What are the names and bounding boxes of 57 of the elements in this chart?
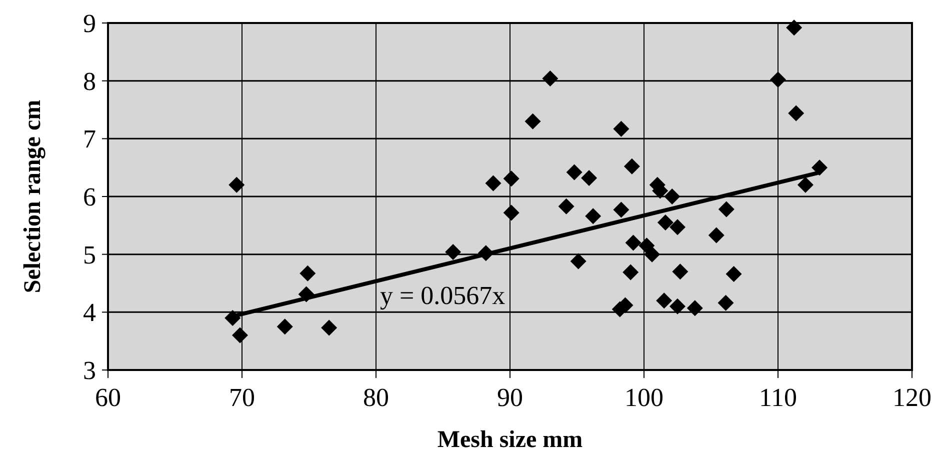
point	[622, 264, 639, 280]
point	[797, 176, 814, 193]
point	[670, 219, 686, 236]
point	[558, 198, 574, 214]
x-tick-label: 60	[95, 383, 121, 412]
point	[232, 327, 248, 344]
y-tick-label: 3	[83, 356, 96, 385]
point	[524, 113, 541, 130]
point	[300, 265, 316, 282]
point	[708, 227, 724, 244]
point	[321, 320, 338, 336]
y-tick-label: 4	[83, 298, 96, 328]
point	[228, 176, 245, 193]
y-axis-title: Selection range cm	[20, 100, 46, 294]
point	[566, 164, 582, 180]
point	[672, 264, 688, 280]
point	[613, 120, 630, 137]
point	[276, 318, 293, 335]
x-tick-label: 90	[497, 383, 523, 412]
point	[718, 201, 734, 218]
point	[638, 238, 655, 254]
point	[726, 266, 742, 282]
point	[670, 298, 686, 314]
point	[656, 292, 672, 309]
point	[625, 234, 642, 251]
x-tick-label: 80	[363, 383, 389, 412]
point	[224, 310, 241, 326]
point	[503, 170, 520, 187]
x-tick-label: 100	[624, 383, 664, 412]
point	[657, 214, 674, 231]
point	[786, 20, 802, 36]
point	[581, 170, 598, 186]
x-tick-label: 110	[758, 383, 798, 412]
point	[788, 105, 804, 122]
y-tick-label: 7	[83, 124, 96, 154]
x-tick-label: 70	[229, 383, 255, 412]
point	[503, 204, 520, 221]
annotation: y = 0.0567x	[380, 280, 506, 310]
point	[624, 158, 640, 174]
point	[445, 244, 462, 260]
point	[485, 175, 502, 192]
point	[664, 188, 680, 204]
point	[570, 253, 586, 270]
x-axis-title: Mesh size mm	[437, 427, 583, 453]
y-tick-label: 6	[83, 182, 96, 212]
point	[542, 70, 558, 87]
point	[613, 202, 630, 218]
x-tick-label: 120	[892, 383, 932, 412]
point	[718, 294, 734, 311]
y-tick-label: 8	[83, 66, 96, 96]
y-tick-label: 9	[83, 9, 96, 38]
point	[686, 300, 703, 316]
y-tick-label: 5	[83, 240, 96, 270]
point	[644, 246, 660, 262]
point	[585, 208, 602, 224]
point	[812, 160, 828, 176]
point	[770, 72, 786, 88]
